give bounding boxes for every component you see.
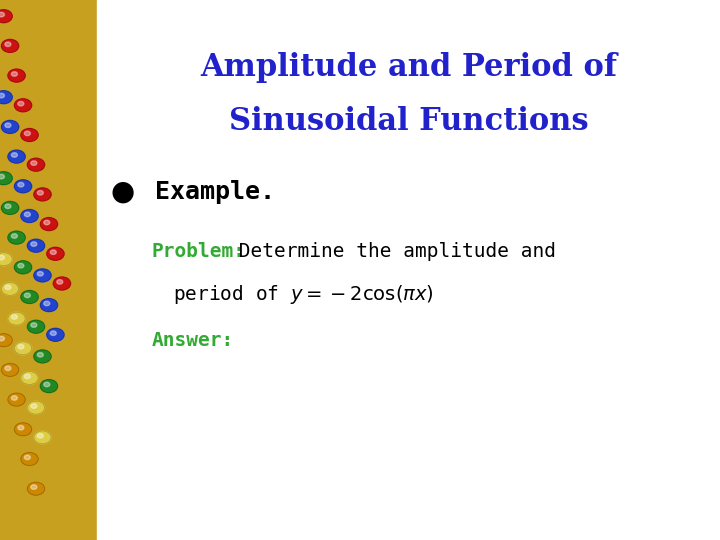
- Circle shape: [0, 253, 12, 266]
- Circle shape: [31, 485, 37, 489]
- Circle shape: [14, 342, 32, 355]
- Circle shape: [18, 183, 24, 187]
- Circle shape: [1, 201, 19, 214]
- Circle shape: [31, 323, 37, 327]
- Circle shape: [21, 453, 38, 465]
- Circle shape: [24, 212, 30, 217]
- Circle shape: [0, 93, 4, 98]
- Circle shape: [0, 334, 12, 347]
- Circle shape: [8, 312, 25, 325]
- Circle shape: [12, 234, 17, 238]
- Circle shape: [40, 299, 58, 312]
- Circle shape: [18, 426, 24, 430]
- Circle shape: [0, 172, 12, 185]
- Circle shape: [21, 129, 38, 141]
- Circle shape: [0, 336, 4, 341]
- Circle shape: [37, 434, 43, 438]
- Circle shape: [18, 264, 24, 268]
- Circle shape: [5, 366, 11, 370]
- Circle shape: [50, 331, 56, 335]
- Circle shape: [0, 12, 4, 17]
- Circle shape: [34, 188, 51, 201]
- Circle shape: [14, 180, 32, 193]
- Text: Amplitude and Period of: Amplitude and Period of: [200, 52, 617, 83]
- Circle shape: [0, 174, 4, 179]
- Circle shape: [21, 372, 38, 384]
- Circle shape: [1, 282, 19, 295]
- Circle shape: [27, 158, 45, 171]
- Circle shape: [12, 153, 17, 157]
- Circle shape: [8, 150, 25, 163]
- Circle shape: [18, 102, 24, 106]
- Circle shape: [44, 220, 50, 225]
- Circle shape: [5, 123, 11, 127]
- Circle shape: [14, 423, 32, 436]
- Circle shape: [44, 301, 50, 306]
- Circle shape: [24, 374, 30, 379]
- Circle shape: [24, 293, 30, 298]
- Circle shape: [34, 269, 51, 282]
- Circle shape: [1, 39, 19, 52]
- Circle shape: [5, 285, 11, 289]
- Text: Example.: Example.: [155, 180, 275, 204]
- Circle shape: [1, 363, 19, 376]
- Text: Problem:: Problem:: [151, 241, 246, 261]
- Bar: [97, 0, 720, 540]
- Circle shape: [21, 291, 38, 303]
- Circle shape: [40, 218, 58, 231]
- Circle shape: [31, 161, 37, 165]
- Circle shape: [27, 482, 45, 495]
- Circle shape: [27, 239, 45, 252]
- Circle shape: [40, 380, 58, 393]
- Circle shape: [14, 261, 32, 274]
- Circle shape: [50, 250, 56, 254]
- Circle shape: [47, 328, 64, 341]
- Circle shape: [8, 231, 25, 244]
- Circle shape: [27, 401, 45, 414]
- Circle shape: [5, 204, 11, 208]
- Circle shape: [0, 91, 12, 104]
- Circle shape: [12, 72, 17, 76]
- Circle shape: [53, 277, 71, 290]
- Circle shape: [37, 272, 43, 276]
- Text: Determine the amplitude and: Determine the amplitude and: [227, 241, 556, 261]
- Circle shape: [44, 382, 50, 387]
- Bar: [0, 0, 97, 540]
- Circle shape: [8, 393, 25, 406]
- Circle shape: [12, 315, 17, 319]
- Text: ●: ●: [110, 178, 135, 206]
- Circle shape: [1, 120, 19, 133]
- Circle shape: [47, 247, 64, 260]
- Circle shape: [8, 69, 25, 82]
- Circle shape: [0, 255, 4, 260]
- Text: period of $y = -2\mathrm{cos}(\pi x)$: period of $y = -2\mathrm{cos}(\pi x)$: [173, 283, 433, 306]
- Circle shape: [5, 42, 11, 46]
- Circle shape: [0, 10, 12, 23]
- Circle shape: [24, 131, 30, 136]
- Circle shape: [21, 210, 38, 222]
- Circle shape: [34, 350, 51, 363]
- Circle shape: [37, 191, 43, 195]
- Circle shape: [57, 280, 63, 284]
- Text: Answer:: Answer:: [151, 330, 233, 350]
- Circle shape: [14, 99, 32, 112]
- Text: Sinusoidal Functions: Sinusoidal Functions: [229, 106, 588, 137]
- Circle shape: [12, 396, 17, 400]
- Circle shape: [24, 455, 30, 460]
- Circle shape: [31, 404, 37, 408]
- Circle shape: [31, 242, 37, 246]
- Circle shape: [18, 345, 24, 349]
- Circle shape: [34, 431, 51, 444]
- Circle shape: [27, 320, 45, 333]
- Circle shape: [37, 353, 43, 357]
